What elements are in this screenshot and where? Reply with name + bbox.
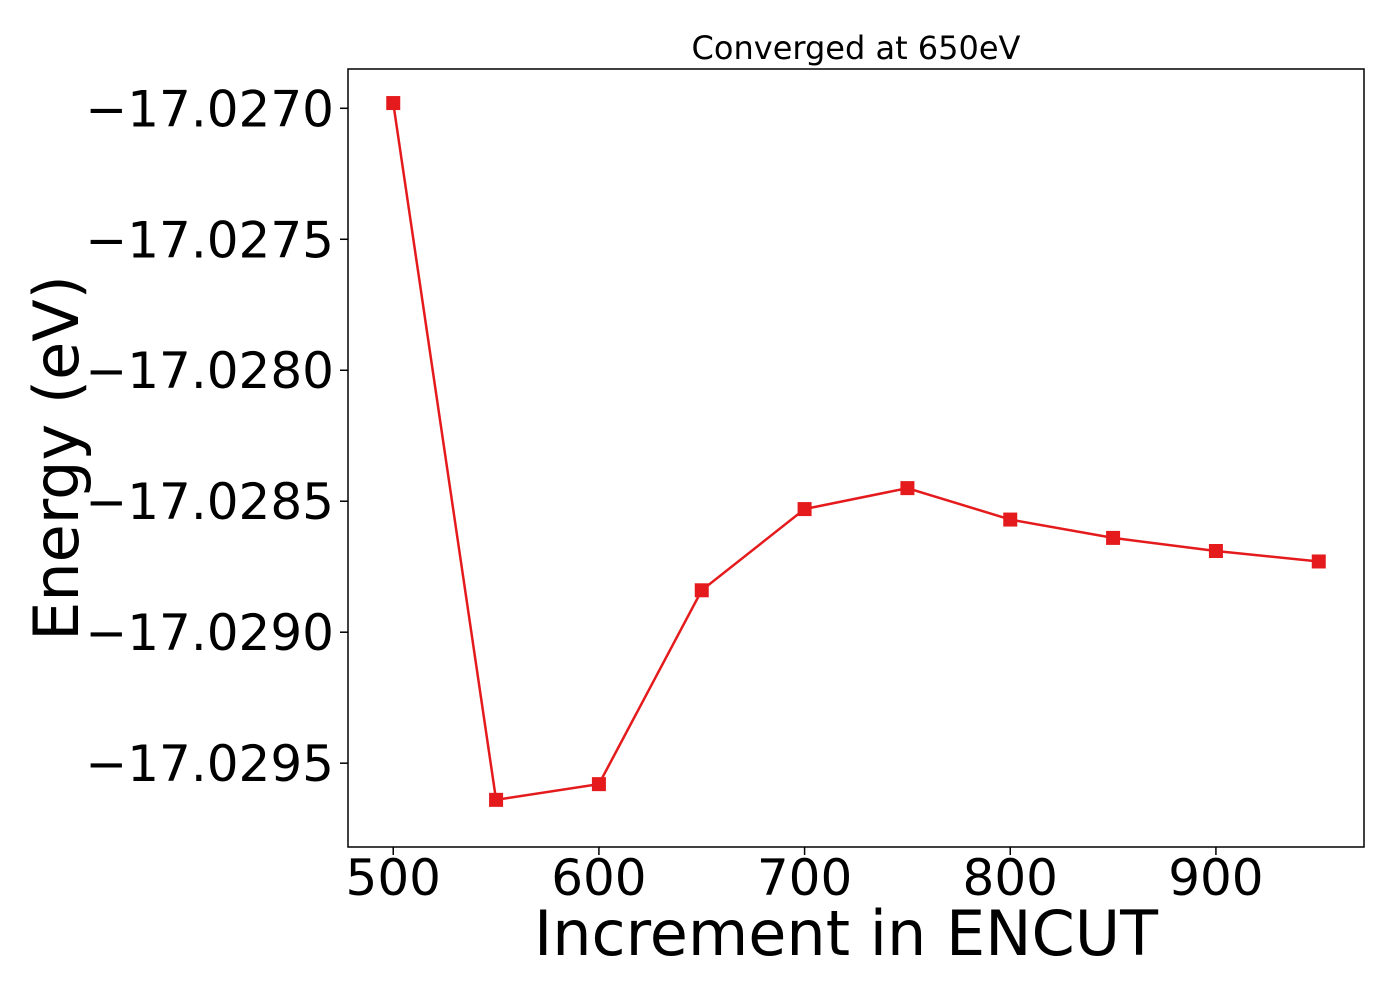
y-axis: −17.0270 −17.0275 −17.0280 −17.0285 −17.0290… bbox=[85, 80, 348, 793]
data-point bbox=[489, 792, 504, 807]
x-axis-label: Increment in ENCUT bbox=[534, 897, 1159, 970]
x-tick-label: 600 bbox=[551, 849, 646, 907]
data-point bbox=[1003, 512, 1018, 527]
data-point bbox=[900, 481, 915, 496]
chart-title: Converged at 650eV bbox=[692, 29, 1021, 67]
y-tick-label: −17.0275 bbox=[85, 211, 334, 269]
series-layer bbox=[386, 96, 1326, 807]
data-point bbox=[591, 777, 606, 792]
y-tick-label: −17.0295 bbox=[85, 735, 334, 793]
x-tick-label: 500 bbox=[346, 849, 441, 907]
y-tick-label: −17.0290 bbox=[85, 604, 334, 662]
data-point bbox=[1311, 554, 1326, 569]
y-axis-label: Energy (eV) bbox=[20, 275, 93, 641]
x-tick-label: 900 bbox=[1168, 849, 1263, 907]
data-point bbox=[386, 96, 401, 111]
plot-area bbox=[347, 68, 1365, 848]
y-tick-label: −17.0270 bbox=[85, 80, 334, 138]
y-tick-label: −17.0280 bbox=[85, 342, 334, 400]
x-axis: 500 600 700 800 900 bbox=[346, 847, 1264, 907]
data-point bbox=[797, 502, 812, 517]
y-tick-label: −17.0285 bbox=[85, 473, 334, 531]
data-point bbox=[1208, 543, 1223, 558]
data-point bbox=[694, 583, 709, 598]
x-tick-label: 800 bbox=[963, 849, 1058, 907]
data-point bbox=[1106, 530, 1121, 545]
x-tick-label: 700 bbox=[757, 849, 852, 907]
series-line bbox=[392, 102, 1319, 802]
